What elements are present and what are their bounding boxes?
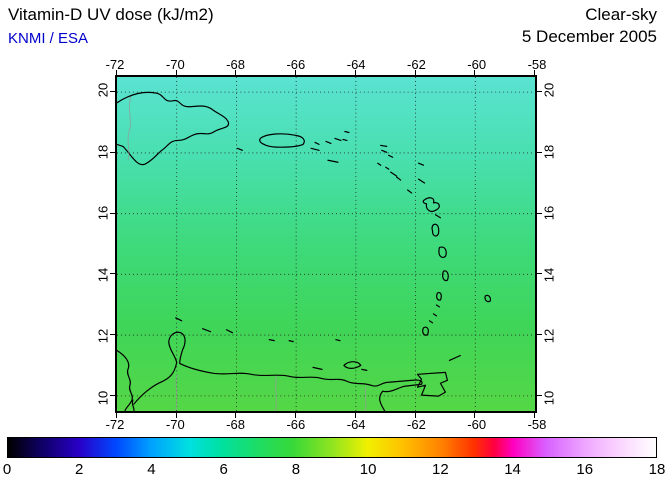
lon-tick-label: -66 [286, 57, 306, 72]
lon-tick-label: -70 [165, 417, 185, 432]
colorbar-tick-label: 10 [359, 461, 377, 478]
lat-tick-label: 10 [541, 390, 557, 405]
lon-tick-label: -60 [467, 57, 487, 72]
colorbar-tick-label: 4 [147, 461, 156, 478]
lat-tick-label: 18 [95, 144, 111, 160]
lon-tick-label: -58 [527, 417, 547, 432]
tick-mark [534, 413, 535, 418]
coastline-puerto-rico [259, 133, 305, 148]
coastline-hispaniola [117, 91, 230, 166]
lon-tick-label: -68 [226, 417, 245, 432]
lon-tick-label: -64 [346, 57, 366, 72]
tick-mark [537, 91, 542, 93]
colorbar-tick-label: 12 [431, 461, 449, 478]
lon-tick-label: -60 [467, 417, 487, 432]
colorbar-tick-label: 8 [291, 461, 301, 478]
border-hispaniola [127, 96, 132, 161]
tick-mark [295, 70, 297, 75]
lat-tick-label: 18 [541, 144, 557, 160]
tick-mark [110, 91, 115, 93]
tick-mark [354, 70, 356, 75]
coastline-venezuela-islands [175, 317, 368, 371]
lat-axis-right: 20 18 16 14 12 10 [541, 75, 557, 413]
lon-axis-bottom: -72 -70 -68 -66 -64 -62 -60 -58 [106, 417, 547, 432]
colorbar-tick-label: 18 [648, 461, 665, 478]
colorbar-tick-label: 16 [576, 461, 594, 478]
tick-mark [414, 413, 416, 418]
coastline-virgin-islands [236, 130, 350, 163]
tick-mark [110, 212, 115, 214]
lon-tick-label: -66 [286, 417, 306, 432]
lon-tick-label: -58 [527, 57, 547, 72]
map-graphics [117, 77, 535, 411]
lat-tick-label: 20 [95, 83, 111, 98]
condition-label: Clear-sky [585, 5, 657, 24]
colorbar-tick-label: 0 [2, 461, 12, 478]
tick-mark [116, 70, 117, 75]
tick-mark [537, 394, 542, 396]
date-label: 5 December 2005 [521, 27, 657, 46]
coastline-guadeloupe [422, 197, 442, 219]
map-fill [117, 77, 535, 411]
lat-tick-label: 14 [95, 267, 111, 282]
lat-axis-left: 20 18 16 14 12 10 [95, 75, 111, 413]
tick-mark [116, 413, 117, 418]
lat-tick-label: 16 [95, 206, 111, 221]
lon-tick-label: -68 [226, 57, 245, 72]
lat-tick-label: 16 [541, 206, 557, 221]
lon-tick-label: -72 [105, 57, 125, 72]
tick-mark [537, 212, 542, 214]
tick-mark [537, 334, 542, 336]
colorbar-tick-label: 6 [219, 461, 228, 478]
lon-axis-top: -72 -70 -68 -66 -64 -62 -60 -58 [106, 57, 547, 72]
lat-tick-label: 20 [541, 83, 557, 98]
map-frame [110, 70, 542, 418]
tick-mark [534, 70, 535, 75]
lat-tick-label: 12 [541, 328, 557, 344]
border-venezuela [175, 374, 367, 411]
colorbar [7, 437, 657, 458]
lon-tick-label: -62 [407, 417, 426, 432]
tick-mark [295, 413, 297, 418]
lon-tick-label: -62 [407, 57, 426, 72]
tick-mark [235, 70, 237, 75]
tick-mark [235, 413, 237, 418]
lat-tick-label: 12 [95, 328, 111, 344]
coastline-windward-islands [422, 223, 449, 336]
tick-mark [110, 334, 115, 336]
tick-mark [175, 413, 177, 418]
coastlines [117, 91, 492, 411]
lat-tick-label: 10 [95, 390, 111, 405]
tick-mark [110, 273, 115, 275]
lon-tick-label: -70 [165, 57, 185, 72]
tick-mark [537, 273, 542, 275]
coastline-venezuela-mainland [117, 331, 423, 411]
coastline-leeward-islands [377, 144, 426, 194]
tick-mark [474, 413, 476, 418]
tick-mark [414, 70, 416, 75]
tick-mark [537, 151, 542, 153]
grid-lines [117, 77, 535, 411]
lat-tick-label: 14 [541, 267, 557, 282]
lon-tick-label: -72 [105, 417, 125, 432]
tick-mark [110, 151, 115, 153]
coastline-trinidad-tobago [416, 354, 461, 397]
colorbar-tick-label: 14 [504, 461, 521, 478]
coastline-barbados [484, 294, 492, 303]
source-label: KNMI / ESA [8, 30, 89, 47]
tick-mark [110, 394, 115, 396]
page-title: Vitamin-D UV dose (kJ/m2) [8, 5, 214, 24]
tick-mark [474, 70, 476, 75]
country-borders [127, 96, 367, 411]
tick-mark [175, 70, 177, 75]
colorbar-axis: 0 2 4 6 8 10 12 14 16 18 [3, 461, 665, 478]
colorbar-tick-label: 2 [75, 461, 84, 478]
tick-mark [354, 413, 356, 418]
lon-tick-label: -64 [346, 417, 366, 432]
